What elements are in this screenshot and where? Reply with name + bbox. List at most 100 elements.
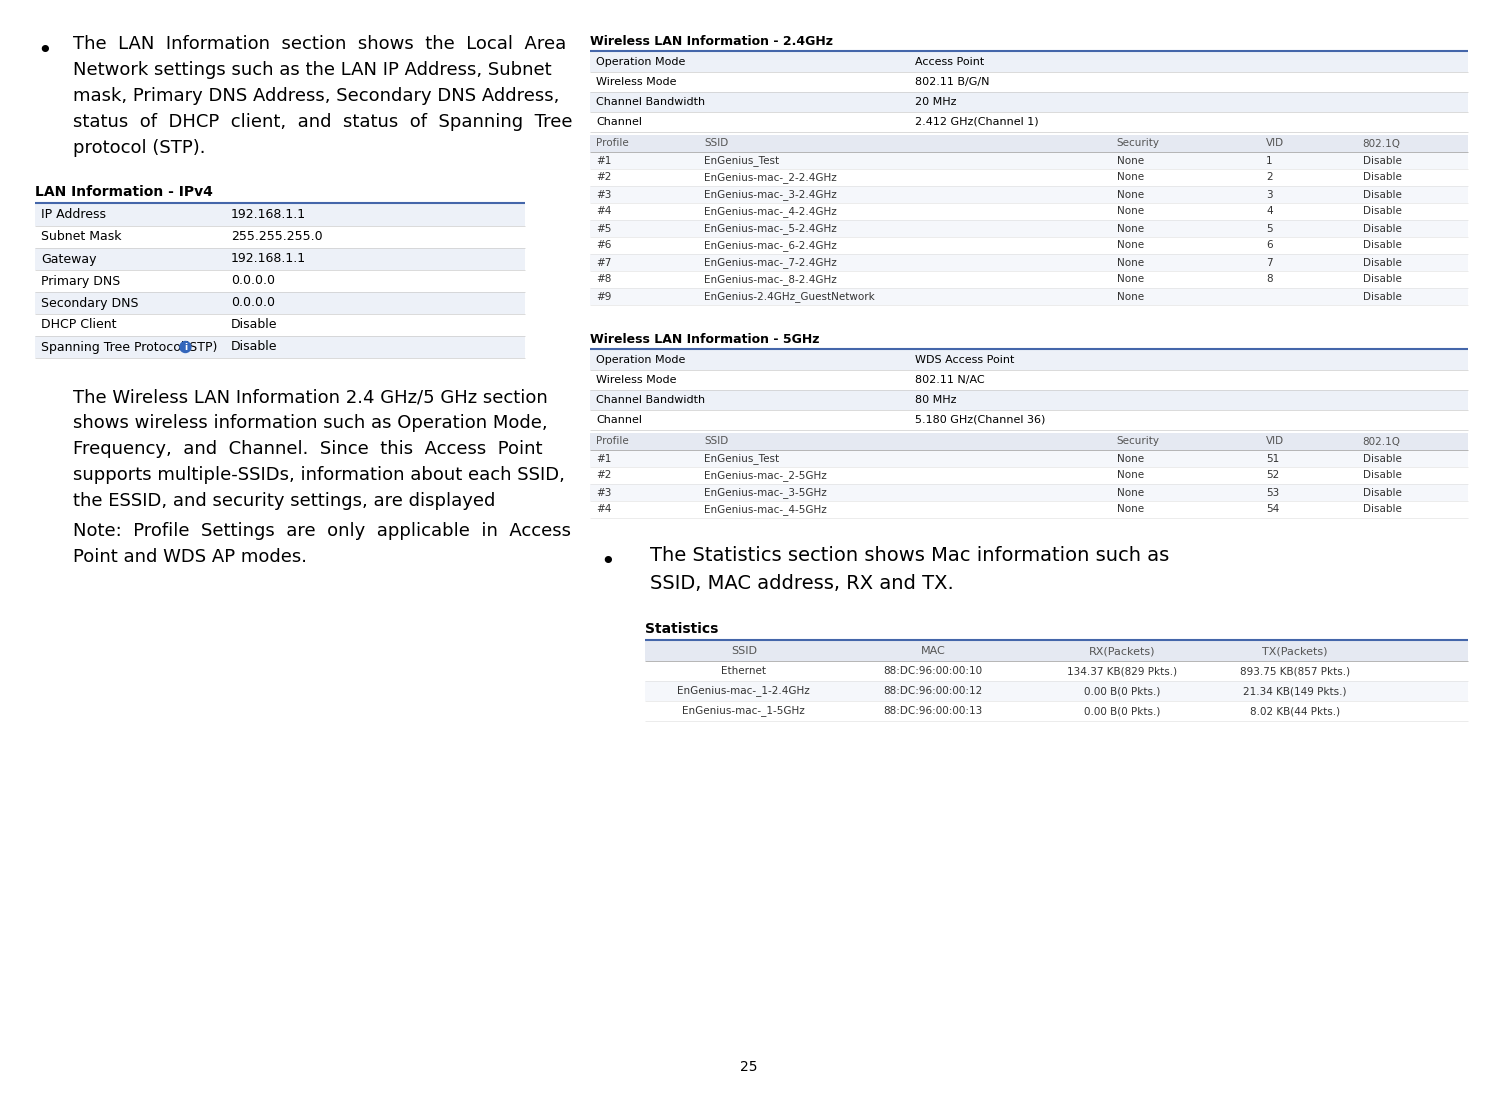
Text: #8: #8: [596, 274, 611, 285]
Text: 7: 7: [1266, 258, 1273, 267]
Text: None: None: [1118, 190, 1144, 199]
Text: #7: #7: [596, 258, 611, 267]
Text: 53: 53: [1266, 488, 1279, 498]
Bar: [590, 370, 1468, 390]
Text: 25: 25: [740, 1060, 758, 1074]
Text: EnGenius_Test: EnGenius_Test: [704, 155, 779, 165]
Text: TX(Packets): TX(Packets): [1263, 646, 1327, 657]
Text: The Wireless LAN Information 2.4 GHz/5 GHz section: The Wireless LAN Information 2.4 GHz/5 G…: [73, 388, 548, 406]
Text: Operation Mode: Operation Mode: [596, 355, 686, 365]
Text: EnGenius-mac-_4-5GHz: EnGenius-mac-_4-5GHz: [704, 504, 827, 515]
Text: 3: 3: [1266, 190, 1273, 199]
Bar: [34, 248, 524, 270]
Text: Point and WDS AP modes.: Point and WDS AP modes.: [73, 548, 307, 566]
Text: MAC: MAC: [921, 646, 945, 657]
Text: Profile: Profile: [596, 138, 629, 148]
Text: 134.37 KB(829 Pkts.): 134.37 KB(829 Pkts.): [1067, 666, 1177, 676]
Text: Channel Bandwidth: Channel Bandwidth: [596, 98, 706, 107]
Text: Disable: Disable: [1363, 206, 1402, 217]
Bar: [590, 92, 1468, 112]
Text: 20 MHz: 20 MHz: [915, 98, 956, 107]
Text: 8: 8: [1266, 274, 1273, 285]
Text: 0.0.0.0: 0.0.0.0: [231, 274, 276, 287]
Text: #5: #5: [596, 224, 611, 233]
Text: 8.02 KB(44 Pkts.): 8.02 KB(44 Pkts.): [1251, 706, 1341, 716]
Text: #9: #9: [596, 292, 611, 301]
Text: 80 MHz: 80 MHz: [915, 395, 956, 406]
Text: EnGenius-mac-_1-2.4GHz: EnGenius-mac-_1-2.4GHz: [677, 685, 810, 696]
Text: 802.1Q: 802.1Q: [1363, 138, 1401, 148]
Text: protocol (STP).: protocol (STP).: [73, 139, 205, 157]
Text: DHCP Client: DHCP Client: [40, 319, 117, 331]
Text: Secondary DNS: Secondary DNS: [40, 297, 138, 309]
Text: 2.412 GHz(Channel 1): 2.412 GHz(Channel 1): [915, 117, 1038, 127]
Text: SSID: SSID: [704, 436, 728, 446]
Text: None: None: [1118, 488, 1144, 498]
Bar: [646, 681, 1468, 701]
Text: 0.00 B(0 Pkts.): 0.00 B(0 Pkts.): [1085, 706, 1161, 716]
Text: Disable: Disable: [1363, 156, 1402, 165]
Text: the ESSID, and security settings, are displayed: the ESSID, and security settings, are di…: [73, 492, 496, 510]
Text: Disable: Disable: [1363, 504, 1402, 514]
Bar: [590, 390, 1468, 410]
Text: None: None: [1118, 504, 1144, 514]
Text: None: None: [1118, 454, 1144, 464]
Text: 0.0.0.0: 0.0.0.0: [231, 297, 276, 309]
Bar: [34, 313, 524, 336]
Text: None: None: [1118, 156, 1144, 165]
Text: None: None: [1118, 274, 1144, 285]
Text: IP Address: IP Address: [40, 208, 106, 221]
Text: None: None: [1118, 224, 1144, 233]
Text: 255.255.255.0: 255.255.255.0: [231, 230, 322, 243]
Text: Statistics: Statistics: [646, 623, 719, 636]
Text: 54: 54: [1266, 504, 1279, 514]
Text: EnGenius-mac-_8-2.4GHz: EnGenius-mac-_8-2.4GHz: [704, 274, 837, 285]
Text: 2: 2: [1266, 172, 1273, 183]
Text: status  of  DHCP  client,  and  status  of  Spanning  Tree: status of DHCP client, and status of Spa…: [73, 113, 572, 132]
Text: WDS Access Point: WDS Access Point: [915, 355, 1014, 365]
Text: #3: #3: [596, 190, 611, 199]
Text: None: None: [1118, 172, 1144, 183]
Bar: [590, 112, 1468, 132]
Text: #4: #4: [596, 206, 611, 217]
Bar: [34, 226, 524, 248]
Bar: [590, 450, 1468, 467]
Bar: [590, 254, 1468, 271]
Text: SSID, MAC address, RX and TX.: SSID, MAC address, RX and TX.: [650, 574, 954, 593]
Text: The Statistics section shows Mac information such as: The Statistics section shows Mac informa…: [650, 546, 1170, 566]
Bar: [590, 52, 1468, 72]
Text: VID: VID: [1266, 436, 1284, 446]
Text: None: None: [1118, 292, 1144, 301]
Text: 5: 5: [1266, 224, 1273, 233]
Text: Disable: Disable: [231, 319, 277, 331]
Text: #1: #1: [596, 454, 611, 464]
Text: •: •: [37, 39, 52, 62]
Bar: [590, 220, 1468, 237]
Text: Frequency,  and  Channel.  Since  this  Access  Point: Frequency, and Channel. Since this Acces…: [73, 439, 542, 458]
Text: 88:DC:96:00:00:12: 88:DC:96:00:00:12: [884, 686, 983, 696]
Text: Wireless Mode: Wireless Mode: [596, 375, 677, 385]
Text: 6: 6: [1266, 240, 1273, 251]
Text: Security: Security: [1118, 436, 1159, 446]
Text: SSID: SSID: [731, 646, 756, 657]
Bar: [590, 410, 1468, 430]
Text: SSID: SSID: [704, 138, 728, 148]
Text: Subnet Mask: Subnet Mask: [40, 230, 121, 243]
Text: Wireless LAN Information - 5GHz: Wireless LAN Information - 5GHz: [590, 333, 819, 346]
Text: •: •: [601, 550, 614, 574]
Text: Profile: Profile: [596, 436, 629, 446]
Text: mask, Primary DNS Address, Secondary DNS Address,: mask, Primary DNS Address, Secondary DNS…: [73, 87, 559, 105]
Text: Note:  Profile  Settings  are  only  applicable  in  Access: Note: Profile Settings are only applicab…: [73, 522, 571, 540]
Text: Wireless Mode: Wireless Mode: [596, 77, 677, 87]
Text: RX(Packets): RX(Packets): [1089, 646, 1155, 657]
Bar: [646, 641, 1468, 661]
Bar: [646, 661, 1468, 681]
Text: 0.00 B(0 Pkts.): 0.00 B(0 Pkts.): [1085, 686, 1161, 696]
Text: EnGenius-2.4GHz_GuestNetwork: EnGenius-2.4GHz_GuestNetwork: [704, 292, 875, 302]
Text: #2: #2: [596, 470, 611, 480]
Bar: [590, 237, 1468, 254]
Bar: [590, 350, 1468, 370]
Text: The  LAN  Information  section  shows  the  Local  Area: The LAN Information section shows the Lo…: [73, 35, 566, 53]
Bar: [646, 701, 1468, 721]
Text: 802.1Q: 802.1Q: [1363, 436, 1401, 446]
